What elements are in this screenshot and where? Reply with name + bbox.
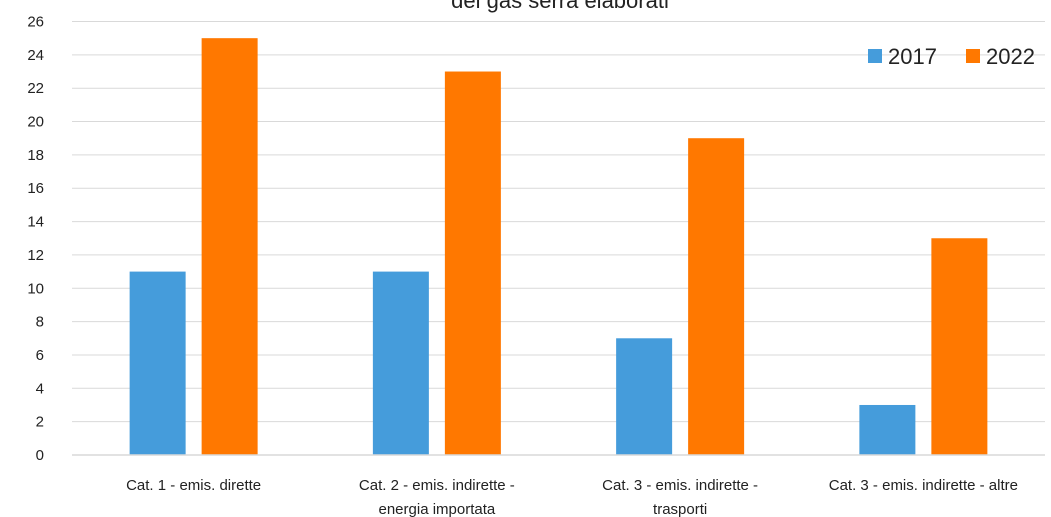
y-tick-label-6: 6 xyxy=(36,347,44,364)
x-axis-category-labels: Cat. 1 - emis. dirette Cat. 2 - emis. ind… xyxy=(126,477,1018,517)
y-tick-label-26: 26 xyxy=(27,14,44,31)
y-tick-label-12: 12 xyxy=(27,247,44,264)
bar-2022-cat-1 xyxy=(201,38,258,456)
legend: 2017 2022 xyxy=(868,44,1035,69)
x-category-label-1: Cat. 1 - emis. dirette xyxy=(126,477,261,494)
x-category-label-line: Cat. 1 - emis. dirette xyxy=(126,477,261,494)
y-tick-label-10: 10 xyxy=(27,280,44,297)
x-category-label-2: Cat. 2 - emis. indirette - energia import… xyxy=(359,477,515,517)
chart-title: dei gas serra elaborati xyxy=(451,0,669,13)
chart-title-layer: dei gas serra elaborati xyxy=(451,0,669,13)
y-tick-label-16: 16 xyxy=(27,180,44,197)
y-tick-label-2: 2 xyxy=(36,414,44,431)
y-tick-label-18: 18 xyxy=(27,147,44,164)
legend-swatch-2022 xyxy=(966,49,980,63)
y-tick-label-22: 22 xyxy=(27,80,44,97)
legend-label-2017: 2017 xyxy=(888,44,937,69)
x-category-label-line: Cat. 3 - emis. indirette - xyxy=(602,477,758,494)
x-category-label-line: energia importata xyxy=(379,501,496,517)
bar-2017-cat-4 xyxy=(859,404,916,455)
bar-2017-cat-3 xyxy=(616,338,673,455)
bar-2022-cat-3 xyxy=(688,138,745,455)
bar-2017-cat-2 xyxy=(372,271,429,455)
bars xyxy=(129,38,988,456)
bar-2017-cat-1 xyxy=(129,271,186,455)
legend-label-2022: 2022 xyxy=(986,44,1035,69)
bar-2022-cat-2 xyxy=(444,71,501,456)
legend-swatch-2017 xyxy=(868,49,882,63)
x-category-label-line: Cat. 3 - emis. indirette - altre xyxy=(829,477,1018,494)
y-tick-label-4: 4 xyxy=(36,380,44,397)
y-tick-label-8: 8 xyxy=(36,314,44,331)
y-tick-label-14: 14 xyxy=(27,214,44,231)
y-tick-label-24: 24 xyxy=(27,47,44,64)
y-tick-label-0: 0 xyxy=(36,447,44,464)
x-category-label-line: trasporti xyxy=(653,501,707,517)
bar-2022-cat-4 xyxy=(931,238,988,455)
x-category-label-4: Cat. 3 - emis. indirette - altre xyxy=(829,477,1018,494)
x-category-label-line: Cat. 2 - emis. indirette - xyxy=(359,477,515,494)
x-category-label-3: Cat. 3 - emis. indirette - trasporti xyxy=(602,477,758,517)
y-tick-label-20: 20 xyxy=(27,114,44,131)
